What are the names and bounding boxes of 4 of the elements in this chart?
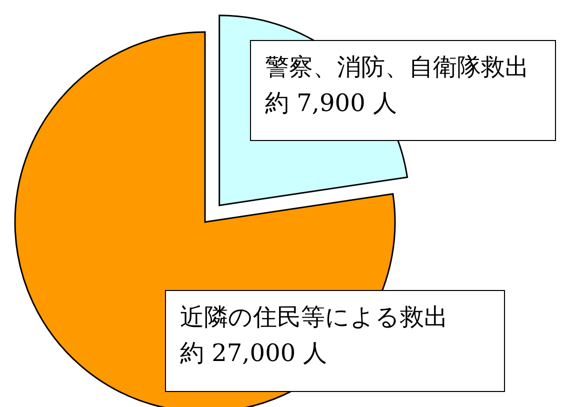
data-label: 約 7,900 人 (265, 88, 398, 119)
slice-label: 警察、消防、自衛隊救出 (265, 52, 530, 83)
data-label: 約 27,000 人 (180, 338, 328, 369)
slice-label: 近隣の住民等による救出 (180, 302, 449, 333)
